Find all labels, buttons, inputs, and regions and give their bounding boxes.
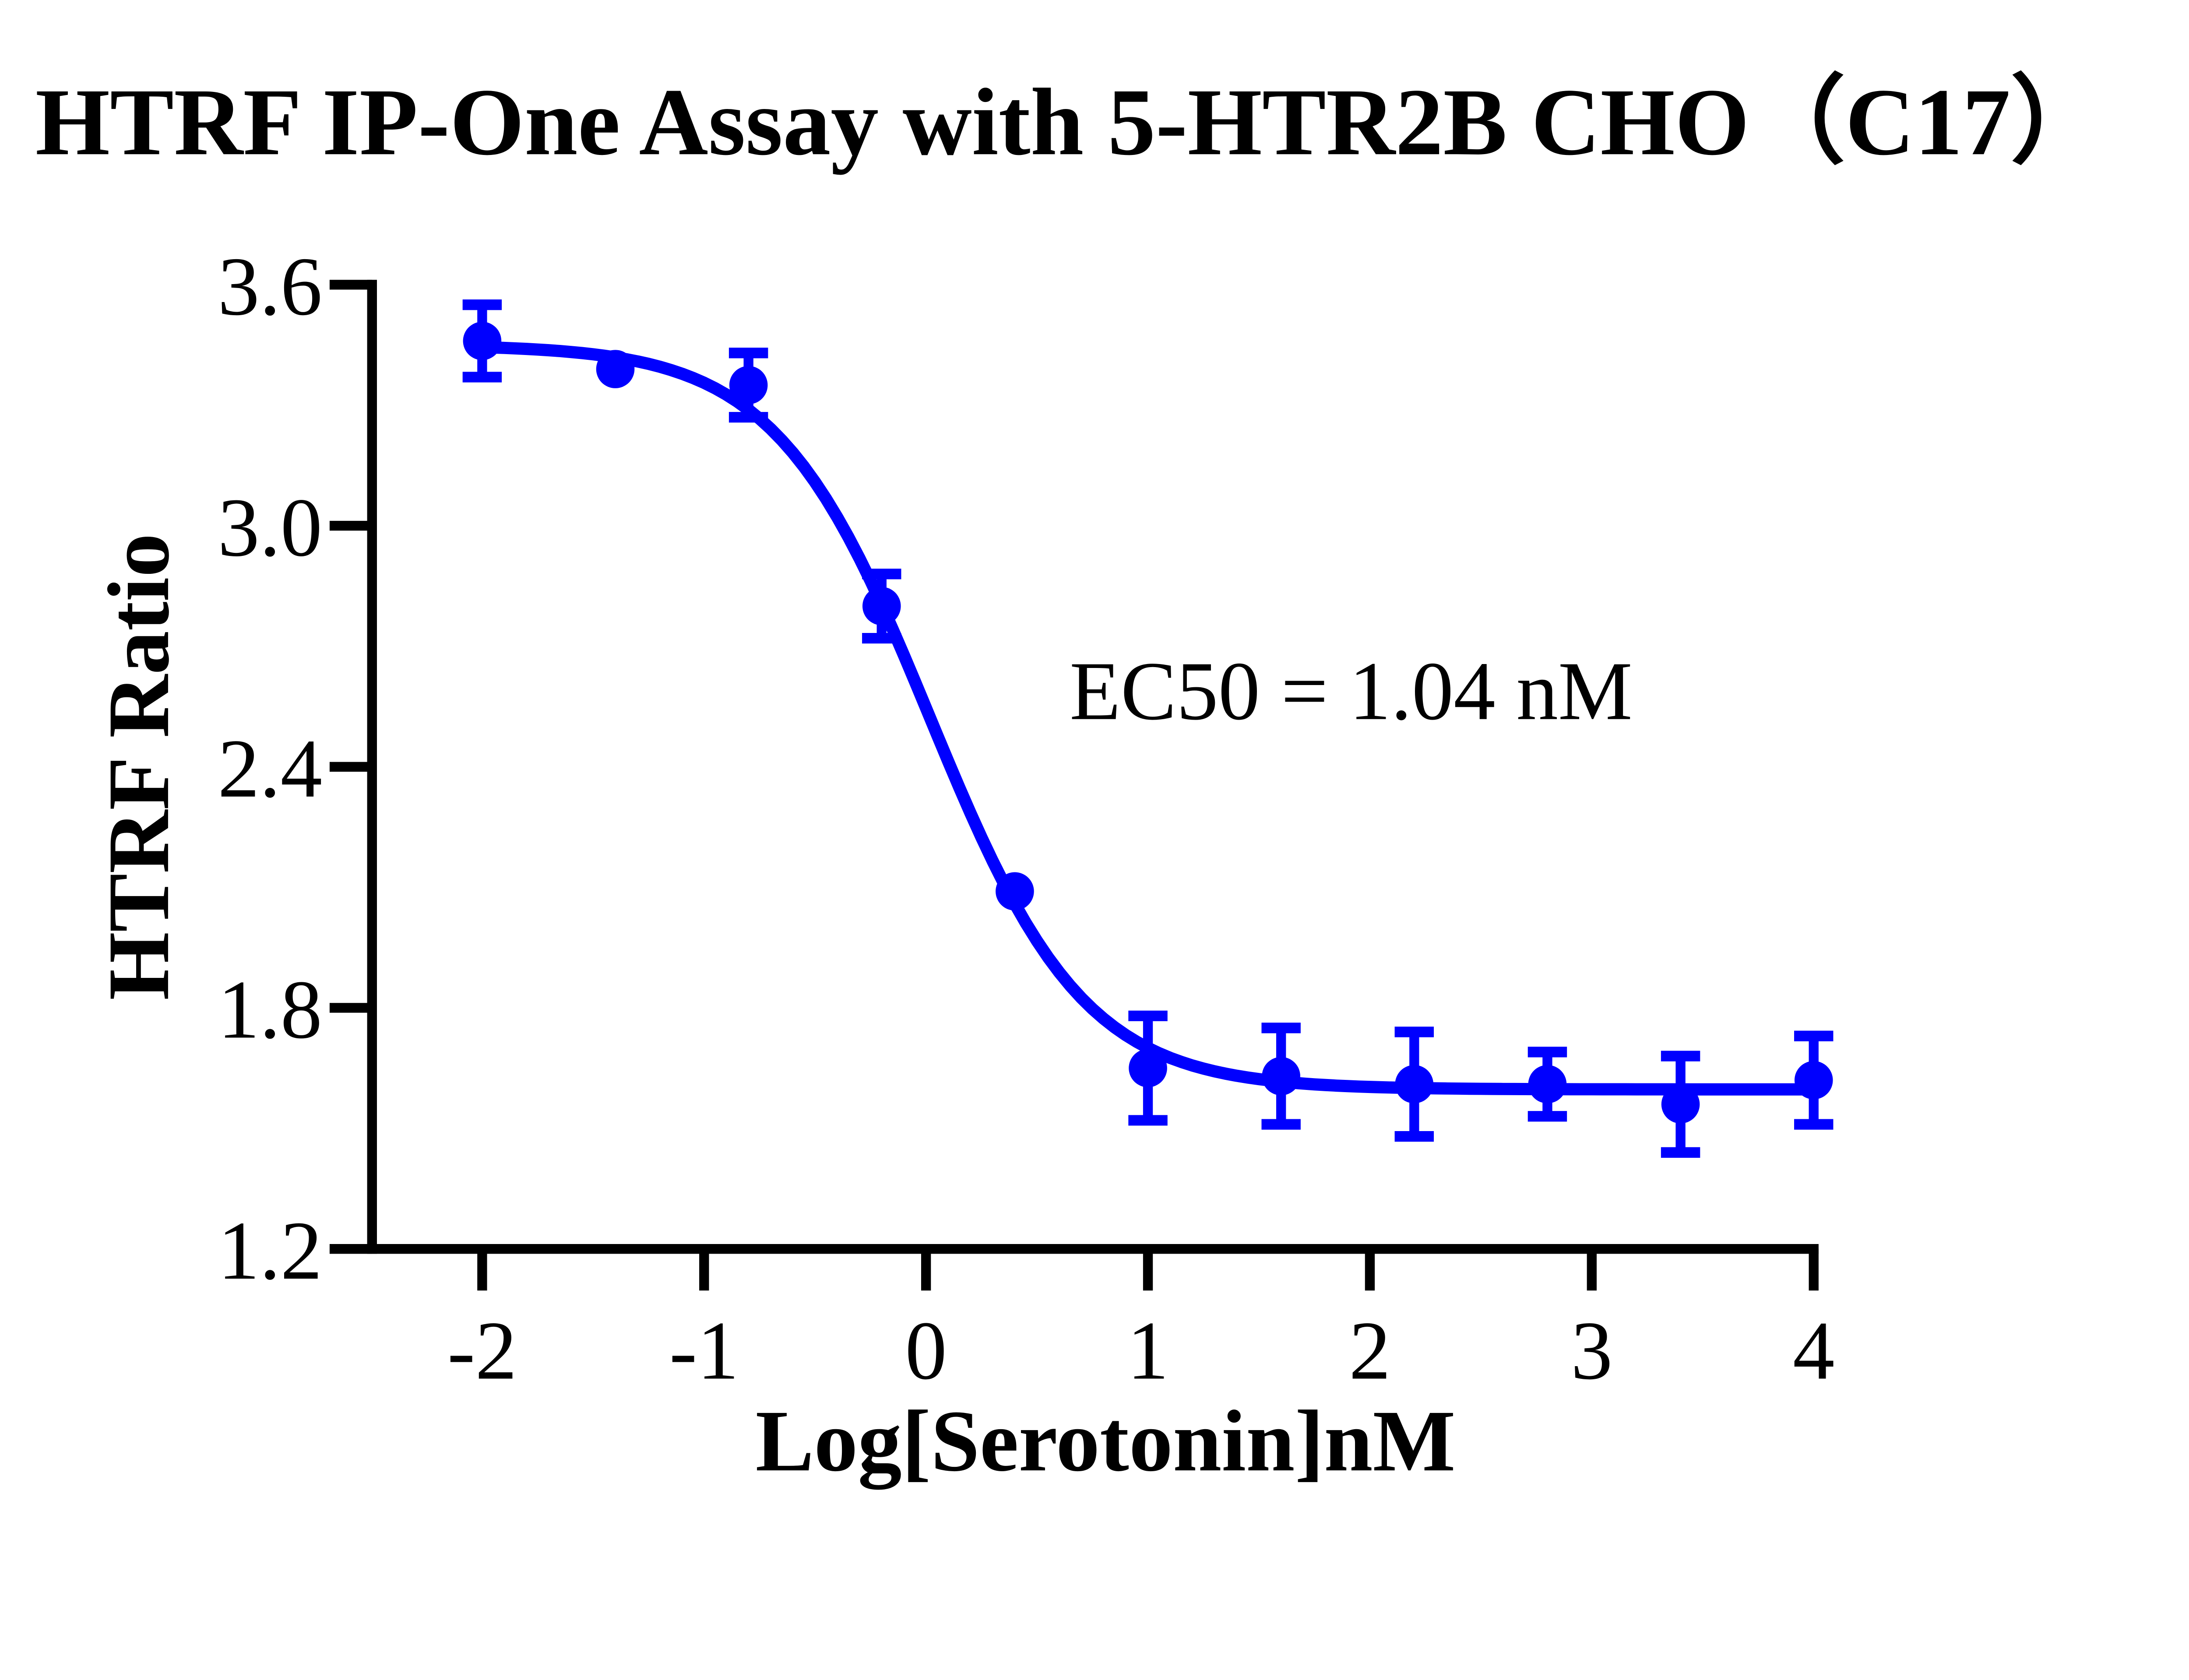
data-point-marker xyxy=(1528,1065,1567,1104)
data-point-marker xyxy=(1262,1057,1300,1096)
x-axis-label: Log[Serotonin]nM xyxy=(756,1392,1456,1490)
y-tick-label: 2.4 xyxy=(218,723,322,815)
data-point-marker xyxy=(862,587,901,626)
chart-title: HTRF IP-One Assay with 5-HTR2B CHO（C17） xyxy=(35,69,2106,175)
data-point-marker xyxy=(596,350,635,388)
y-axis-label: HTRF Ratio xyxy=(90,534,187,1001)
data-point-marker xyxy=(996,872,1034,911)
x-tick-label: 3 xyxy=(1571,1304,1613,1397)
x-tick-label: 1 xyxy=(1127,1304,1169,1397)
data-point-marker xyxy=(1129,1049,1167,1087)
x-tick-label: 2 xyxy=(1349,1304,1391,1397)
x-tick-label: -2 xyxy=(447,1304,517,1397)
figure: HTRF IP-One Assay with 5-HTR2B CHO（C17） … xyxy=(35,69,2107,1490)
data-point-marker xyxy=(1395,1065,1434,1104)
data-point-marker xyxy=(1661,1085,1700,1124)
x-tick-label: 4 xyxy=(1793,1304,1835,1397)
data-point-marker xyxy=(1794,1061,1833,1100)
dose-response-chart: HTRF IP-One Assay with 5-HTR2B CHO（C17） … xyxy=(35,69,2107,1490)
y-tick-label: 3.6 xyxy=(218,240,322,333)
y-axis-tick-labels: 3.6 3.0 2.4 1.8 1.2 xyxy=(218,240,322,1297)
data-point-marker xyxy=(729,366,768,404)
y-tick-label: 1.2 xyxy=(218,1205,322,1297)
y-tick-label: 1.8 xyxy=(218,963,322,1056)
x-axis-tick-labels: -2 -1 0 1 2 3 4 xyxy=(447,1304,1835,1397)
x-tick-label: 0 xyxy=(905,1304,947,1397)
x-axis-ticks xyxy=(477,1249,1819,1291)
ec50-annotation: EC50 = 1.04 nM xyxy=(1070,645,1633,738)
data-point-marker xyxy=(463,322,502,360)
axes xyxy=(367,280,1819,1254)
y-axis-ticks xyxy=(329,280,372,1254)
x-tick-label: -1 xyxy=(669,1304,739,1397)
y-tick-label: 3.0 xyxy=(218,482,322,574)
data-points xyxy=(463,322,1833,1124)
